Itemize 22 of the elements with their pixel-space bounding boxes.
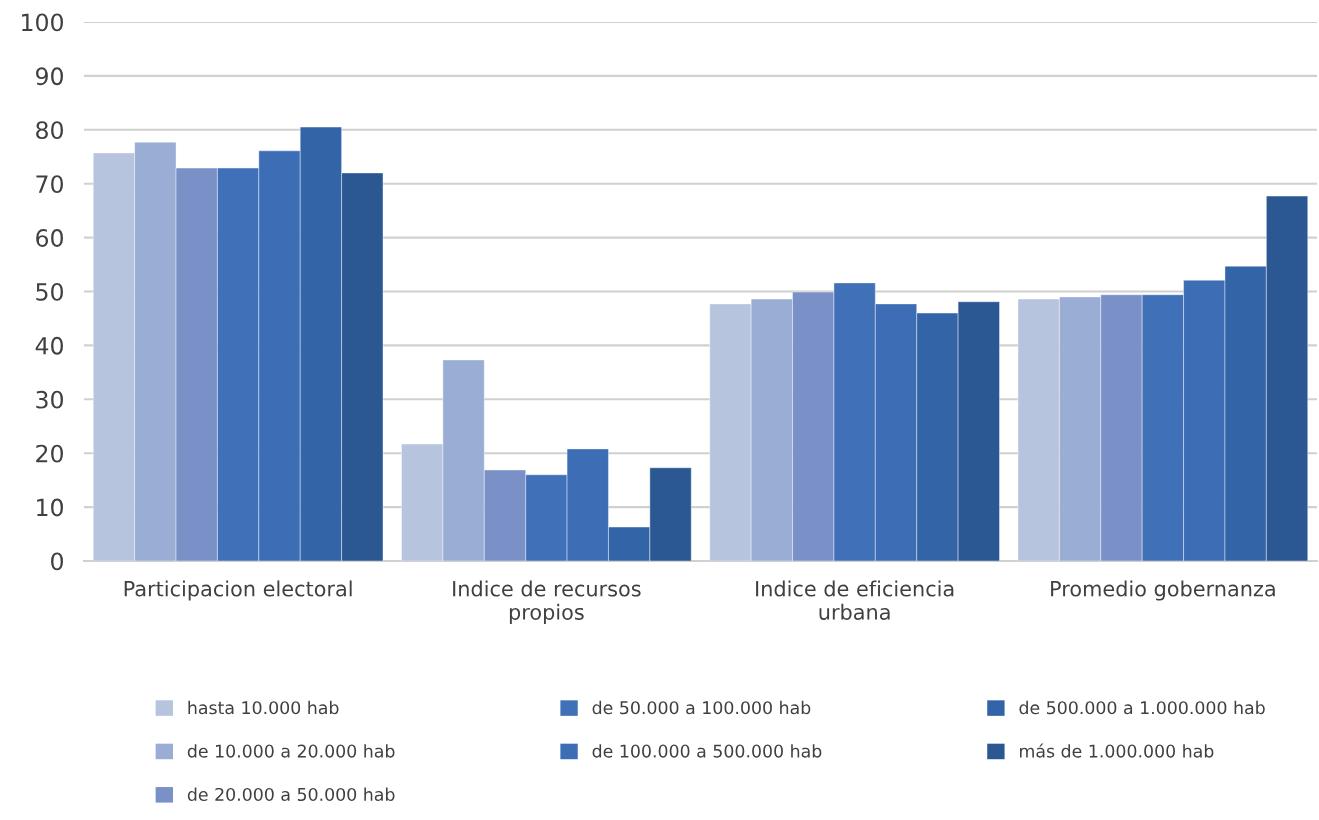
y-tick-label: 90	[36, 67, 63, 86]
legend-label: de 10.000 a 20.000 hab	[187, 744, 395, 758]
y-tick-label: 100	[22, 13, 63, 32]
x-tick-label: Participacion electoral	[124, 580, 352, 601]
legend-label: de 100.000 a 500.000 hab	[592, 744, 822, 758]
y-tick-label: 20	[36, 444, 63, 463]
y-tick-label: 10	[37, 498, 63, 517]
legend-label: hasta 10.000 hab	[188, 700, 339, 715]
legend-label: más de 1.000.000 hab	[1020, 743, 1214, 758]
legend-label: de 20.000 a 50.000 hab	[187, 787, 395, 802]
y-tick-label: 60	[36, 229, 63, 247]
x-tick-label: Indice de eficiencia urbana	[756, 580, 954, 620]
x-tick-label: Indice de recursos propios	[453, 580, 641, 624]
x-tick-label: Promedio gobernanza	[1051, 580, 1275, 601]
y-tick-label: 70	[36, 175, 63, 194]
y-tick-label: 0	[51, 552, 63, 571]
y-tick-label: 30	[36, 390, 63, 409]
legend-label: de 50.000 a 100.000 hab	[592, 700, 811, 715]
y-tick-label: 50	[36, 282, 63, 301]
y-tick-label: 80	[36, 121, 63, 140]
y-tick-label: 40	[35, 336, 63, 355]
legend-label: de 500.000 a 1.000.000 hab	[1019, 700, 1265, 715]
